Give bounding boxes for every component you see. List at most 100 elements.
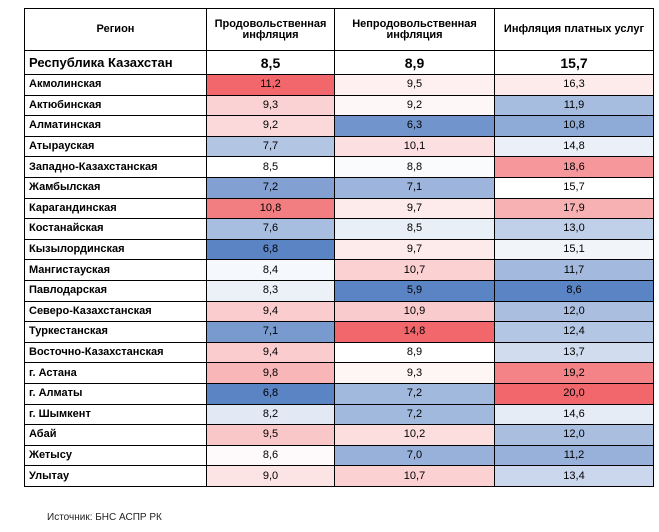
heatmap-cell-services: 17,9 [494,197,654,220]
region-label: г. Шымкент [24,403,207,426]
region-label: Павлодарская [24,279,207,302]
heatmap-cell-nonfood: 10,2 [334,424,495,446]
heatmap-cell-services: 13,7 [494,341,654,364]
header-row: Регион Продовольственная инфляция Непрод… [24,8,654,51]
heatmap-cell-nonfood: 10,9 [334,300,495,323]
table-row: Алматинская 9,2 6,3 10,8 [24,115,654,137]
heatmap-cell-food: 10,8 [206,197,335,220]
heatmap-cell-services: 15,7 [494,176,654,199]
heatmap-cell-nonfood: 9,7 [334,238,495,261]
source-note: Источник: БНС АСПР РК [47,512,162,523]
heatmap-cell-food: 8,2 [206,403,335,426]
heatmap-cell-nonfood: 9,3 [334,362,495,384]
heatmap-cell-food: 9,5 [206,424,335,446]
table-row: Жамбылская 7,2 7,1 15,7 [24,176,654,199]
heatmap-cell-nonfood: 9,7 [334,197,495,220]
table-row: Акмолинская 11,2 9,5 16,3 [24,74,654,96]
region-label: Кызылординская [24,238,207,261]
heatmap-cell-nonfood: 8,8 [334,156,495,178]
heatmap-cell-services: 10,8 [494,115,654,137]
region-label: Восточно-Казахстанская [24,341,207,364]
region-label: Туркестанская [24,321,207,343]
heatmap-cell-services: 8,6 [494,279,654,302]
table-row: Атырауская 7,7 10,1 14,8 [24,135,654,158]
table-row: Жетысу 8,6 7,0 11,2 [24,444,654,467]
heatmap-cell-services: 11,2 [494,444,654,467]
inflation-heatmap-table: Регион Продовольственная инфляция Непрод… [24,8,654,487]
heatmap-cell-services: 19,2 [494,362,654,384]
table-row: Кызылординская 6,8 9,7 15,1 [24,238,654,261]
total-services-value: 15,7 [494,50,654,75]
heatmap-cell-nonfood: 7,0 [334,444,495,467]
heatmap-cell-food: 7,7 [206,135,335,158]
heatmap-cell-food: 9,4 [206,300,335,323]
region-label: Западно-Казахстанская [24,156,207,178]
heatmap-cell-food: 9,0 [206,465,335,487]
region-label: Карагандинская [24,197,207,220]
header-services-inflation: Инфляция платных услуг [494,8,654,51]
region-label: Северо-Казахстанская [24,300,207,323]
table-row: Костанайская 7,6 8,5 13,0 [24,218,654,240]
heatmap-cell-food: 8,5 [206,156,335,178]
table-row: г. Шымкент 8,2 7,2 14,6 [24,403,654,426]
heatmap-cell-services: 11,9 [494,94,654,117]
region-label: Костанайская [24,218,207,240]
heatmap-cell-services: 16,3 [494,74,654,96]
table-row: г. Астана 9,8 9,3 19,2 [24,362,654,384]
heatmap-cell-food: 8,6 [206,444,335,467]
header-region: Регион [24,8,207,51]
heatmap-cell-nonfood: 10,7 [334,465,495,487]
heatmap-cell-food: 7,1 [206,321,335,343]
table-row: Карагандинская 10,8 9,7 17,9 [24,197,654,220]
table-row: Восточно-Казахстанская 9,4 8,9 13,7 [24,341,654,364]
heatmap-cell-food: 9,3 [206,94,335,117]
region-label: Мангистауская [24,259,207,281]
heatmap-cell-nonfood: 9,5 [334,74,495,96]
heatmap-cell-services: 13,4 [494,465,654,487]
region-label: Жамбылская [24,176,207,199]
header-nonfood-inflation: Непродовольственная инфляция [334,8,495,51]
table-row: Павлодарская 8,3 5,9 8,6 [24,279,654,302]
table-row: Улытау 9,0 10,7 13,4 [24,465,654,487]
heatmap-cell-food: 7,6 [206,218,335,240]
total-row: Республика Казахстан 8,5 8,9 15,7 [24,50,654,75]
total-nonfood-value: 8,9 [334,50,495,75]
heatmap-cell-services: 12,0 [494,424,654,446]
heatmap-cell-food: 7,2 [206,176,335,199]
region-label: Жетысу [24,444,207,467]
table-row: Актюбинская 9,3 9,2 11,9 [24,94,654,117]
table-row: Западно-Казахстанская 8,5 8,8 18,6 [24,156,654,178]
table-row: Туркестанская 7,1 14,8 12,4 [24,321,654,343]
heatmap-cell-food: 9,4 [206,341,335,364]
heatmap-cell-services: 12,0 [494,300,654,323]
region-label: Абай [24,424,207,446]
region-label: Акмолинская [24,74,207,96]
heatmap-cell-food: 8,3 [206,279,335,302]
region-label: Улытау [24,465,207,487]
region-label: Атырауская [24,135,207,158]
heatmap-cell-food: 9,8 [206,362,335,384]
heatmap-cell-nonfood: 14,8 [334,321,495,343]
heatmap-cell-services: 13,0 [494,218,654,240]
region-label: г. Алматы [24,382,207,405]
heatmap-cell-nonfood: 10,7 [334,259,495,281]
total-region-label: Республика Казахстан [24,50,207,75]
heatmap-cell-services: 20,0 [494,382,654,405]
table-row: Мангистауская 8,4 10,7 11,7 [24,259,654,281]
heatmap-cell-services: 12,4 [494,321,654,343]
heatmap-cell-food: 6,8 [206,382,335,405]
heatmap-cell-services: 11,7 [494,259,654,281]
region-label: Алматинская [24,115,207,137]
heatmap-cell-food: 9,2 [206,115,335,137]
heatmap-cell-nonfood: 5,9 [334,279,495,302]
header-food-inflation: Продовольственная инфляция [206,8,335,51]
heatmap-cell-nonfood: 8,9 [334,341,495,364]
heatmap-cell-food: 6,8 [206,238,335,261]
heatmap-cell-services: 14,6 [494,403,654,426]
heatmap-cell-services: 14,8 [494,135,654,158]
table-row: Абай 9,5 10,2 12,0 [24,424,654,446]
table-row: г. Алматы 6,8 7,2 20,0 [24,382,654,405]
heatmap-cell-food: 8,4 [206,259,335,281]
heatmap-cell-nonfood: 7,1 [334,176,495,199]
table-row: Северо-Казахстанская 9,4 10,9 12,0 [24,300,654,323]
